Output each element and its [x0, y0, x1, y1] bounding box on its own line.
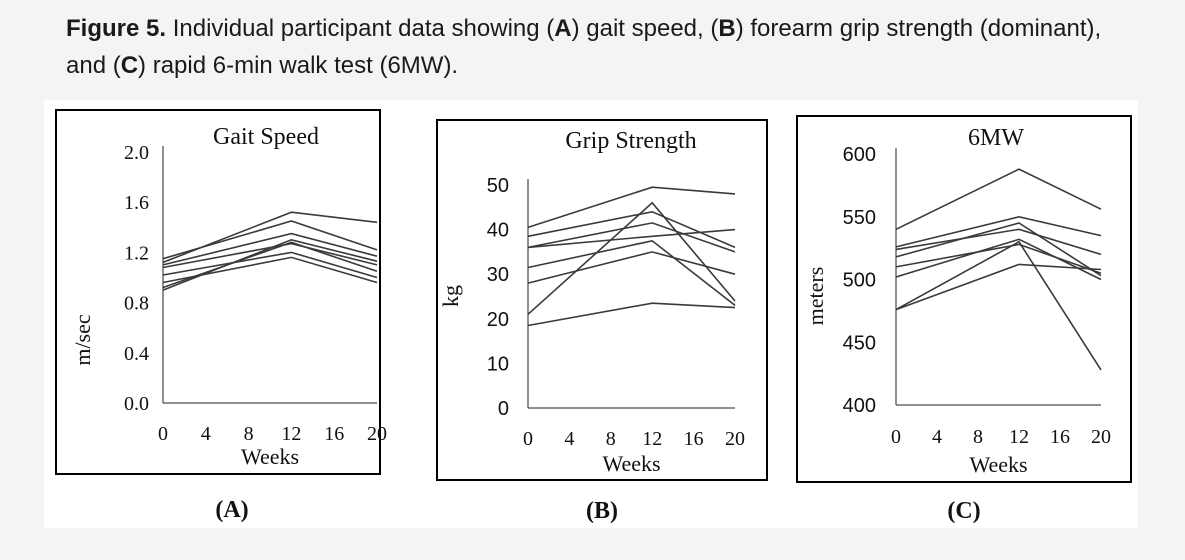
x-tick-label: 12 — [281, 423, 301, 445]
chart-title: Gait Speed — [213, 124, 319, 150]
caption-text-4: ) rapid 6-min walk test (6MW). — [138, 52, 459, 79]
x-tick-label: 8 — [244, 423, 254, 445]
y-axis-label: meters — [803, 267, 828, 326]
x-axis-label: Weeks — [969, 452, 1027, 477]
series-line-1 — [527, 186, 736, 229]
y-axis-label: kg — [438, 285, 463, 307]
chart-title: Grip Strength — [565, 128, 696, 154]
chart-panel-3: 400 450 500 550 600 0 4 8 12 16 20 6MW Weeks meters (C… — [796, 115, 1132, 524]
y-tick-label: 30 — [487, 264, 509, 286]
figure-area: 0.0 0.4 0.8 1.2 1.6 2.0 0 4 8 12 16 20 Gait Speed Wee… — [44, 100, 1138, 528]
y-tick-label: 1.6 — [124, 192, 149, 214]
y-tick-label: 1.2 — [124, 242, 149, 264]
y-axis-label: m/sec — [70, 314, 95, 366]
figure-caption: Figure 5. Individual participant data sh… — [66, 10, 1126, 84]
x-tick-label: 4 — [201, 423, 211, 445]
panel-label: (C) — [947, 498, 980, 524]
caption-text-1: Individual participant data showing ( — [166, 15, 555, 42]
x-tick-label: 0 — [158, 423, 168, 445]
caption-panel-b: B — [718, 15, 736, 42]
x-tick-label: 20 — [367, 423, 387, 445]
series-line-6 — [527, 251, 736, 284]
caption-panel-c: C — [120, 52, 139, 79]
x-tick-label: 16 — [1050, 426, 1070, 448]
y-tick-label: 500 — [843, 270, 876, 292]
panel-label: (A) — [215, 497, 248, 523]
chart-frame — [796, 115, 1132, 483]
chart-panel-2: 0 10 20 30 40 50 0 4 8 12 16 20 Grip Strength Weeks kg… — [436, 119, 768, 524]
chart-frame — [55, 109, 381, 475]
series-line-8 — [162, 238, 378, 291]
series-line-1 — [895, 168, 1102, 231]
series-line-3 — [527, 222, 736, 253]
series-line-6 — [895, 238, 1102, 281]
x-tick-label: 12 — [642, 428, 662, 450]
series-line-7 — [162, 241, 378, 289]
x-tick-label: 8 — [973, 426, 983, 448]
chart-title: 6MW — [968, 125, 1024, 151]
series-line-7 — [895, 263, 1102, 311]
y-tick-label: 10 — [487, 353, 509, 375]
series-line-5 — [162, 251, 378, 279]
series-line-8 — [527, 302, 736, 327]
series-line-3 — [895, 228, 1102, 256]
y-tick-label: 2.0 — [124, 142, 149, 164]
y-tick-label: 0.0 — [124, 393, 149, 415]
x-axis-label: Weeks — [602, 451, 660, 476]
y-tick-label: 50 — [487, 175, 509, 197]
caption-panel-a: A — [554, 15, 572, 42]
x-tick-label: 4 — [932, 426, 942, 448]
x-tick-label: 4 — [564, 428, 574, 450]
y-tick-label: 0.4 — [124, 343, 149, 365]
series-line-8 — [895, 240, 1102, 371]
x-tick-label: 12 — [1009, 426, 1029, 448]
y-tick-label: 0.8 — [124, 293, 149, 315]
series-line-2 — [162, 220, 378, 260]
y-tick-label: 600 — [843, 144, 876, 166]
caption-text-2: ) gait speed, ( — [571, 15, 719, 42]
x-tick-label: 20 — [725, 428, 745, 450]
series-line-4 — [527, 228, 736, 249]
caption-text-3: ) forearm grip strength (dominant), and … — [66, 15, 1102, 79]
series-line-4 — [162, 242, 378, 269]
series-line-7 — [527, 201, 736, 315]
caption-prefix: Figure 5. — [66, 15, 167, 42]
x-tick-label: 16 — [684, 428, 704, 450]
y-tick-label: 0 — [498, 398, 509, 420]
series-line-5 — [527, 239, 736, 307]
series-line-2 — [895, 215, 1102, 248]
y-tick-label: 20 — [487, 309, 509, 331]
figure-panels: 0.0 0.4 0.8 1.2 1.6 2.0 0 4 8 12 16 20 Gait Speed Wee… — [55, 109, 1132, 524]
y-tick-label: 40 — [487, 220, 509, 242]
chart-frame — [436, 119, 768, 481]
series-line-3 — [162, 232, 378, 266]
x-tick-label: 16 — [324, 423, 344, 445]
y-tick-label: 550 — [843, 207, 876, 229]
x-tick-label: 20 — [1091, 426, 1111, 448]
panel-label: (B) — [586, 498, 618, 524]
x-tick-label: 0 — [891, 426, 901, 448]
x-tick-label: 0 — [523, 428, 533, 450]
series-line-4 — [895, 222, 1102, 277]
series-line-2 — [527, 210, 736, 249]
x-tick-label: 8 — [606, 428, 616, 450]
y-tick-label: 450 — [843, 332, 876, 354]
series-line-5 — [895, 243, 1102, 274]
x-axis-label: Weeks — [241, 444, 299, 469]
y-tick-label: 400 — [843, 395, 876, 417]
chart-panel-1: 0.0 0.4 0.8 1.2 1.6 2.0 0 4 8 12 16 20 Gait Speed Wee… — [55, 109, 387, 523]
